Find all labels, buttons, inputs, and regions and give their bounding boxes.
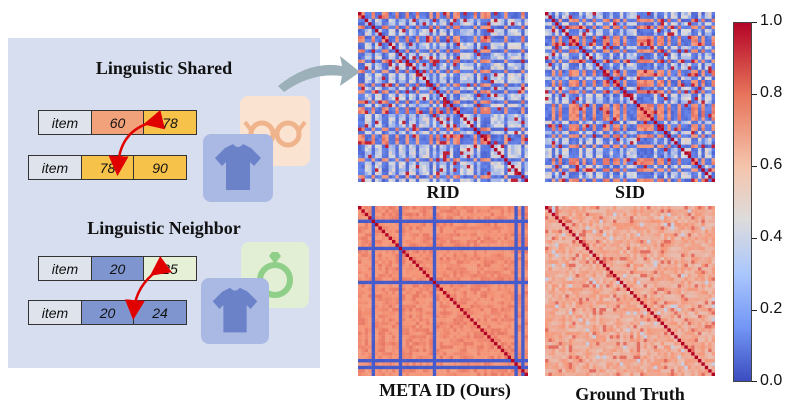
colorbar-tick	[752, 381, 757, 382]
colorbar-tick	[752, 238, 757, 239]
meta-id-heatmap	[358, 206, 528, 376]
colorbar-tick-label: 0.4	[760, 228, 783, 245]
linguistic-shared-title: Linguistic Shared	[95, 58, 233, 78]
pointer-arrow	[278, 56, 360, 92]
colorbar-tick-label: 0.8	[760, 84, 783, 101]
ground-truth-heatmap	[545, 206, 715, 376]
linguistic-neighbor-title: Linguistic Neighbor	[87, 218, 241, 238]
concept-panel: Linguistic Shared item 60 78 item 78 90 …	[8, 38, 320, 368]
item-token: item	[39, 257, 92, 280]
item-token: item	[39, 111, 92, 134]
item-token: item	[29, 301, 82, 324]
sid-label: SID	[614, 182, 645, 202]
colorbar-tick	[752, 310, 757, 311]
sid-heatmap	[545, 12, 715, 182]
glasses-icon	[240, 96, 310, 166]
rid-heatmap	[358, 12, 528, 182]
colorbar-tick	[752, 166, 757, 167]
tshirt-icon	[203, 134, 273, 202]
colorbar-tick-label: 0.2	[760, 300, 783, 317]
colorbar-tick-label: 0.0	[760, 372, 783, 389]
item-token: item	[29, 156, 82, 179]
colorbar-tick	[752, 94, 757, 95]
tshirt-icon	[201, 278, 269, 344]
ground-truth-label: Ground Truth	[575, 384, 685, 404]
link-arrows	[108, 109, 172, 320]
colorbar-tick-label: 0.6	[760, 156, 783, 173]
colorbar	[733, 22, 752, 382]
rid-label: RID	[426, 182, 460, 202]
colorbar-tick	[752, 22, 757, 23]
colorbar-tick-label: 1.0	[760, 12, 783, 29]
meta-id-label: META ID (Ours)	[379, 380, 511, 400]
